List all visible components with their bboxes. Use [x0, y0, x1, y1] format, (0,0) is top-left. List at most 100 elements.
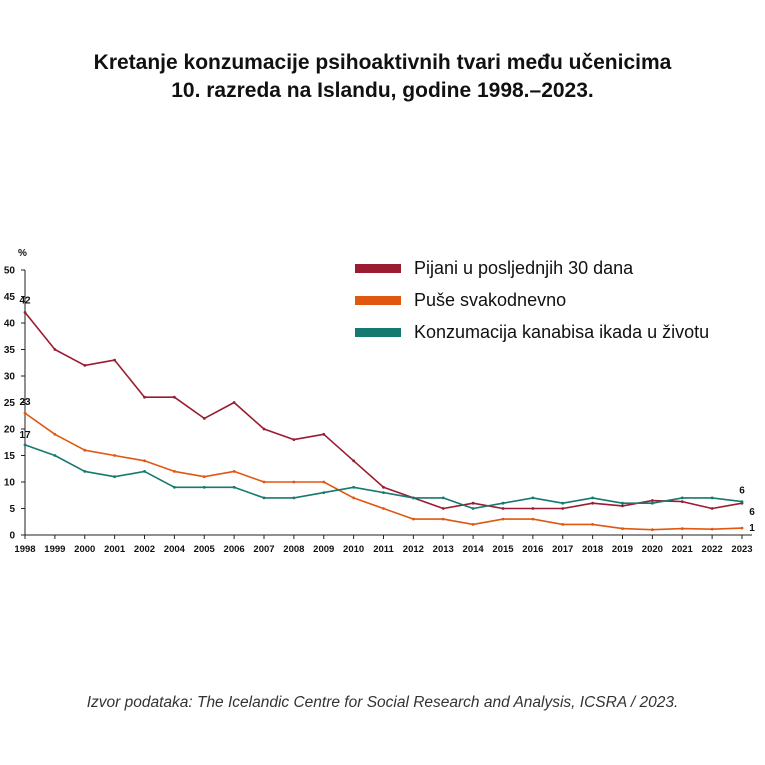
data-point-2	[531, 496, 535, 500]
x-tick-label: 2017	[552, 544, 573, 555]
data-source-note: Izvor podataka: The Icelandic Centre for…	[86, 694, 679, 711]
data-point-2	[143, 470, 146, 473]
y-tick-label: 45	[4, 292, 16, 303]
legend-item-drunk: Pijani u posljednjih 30 dana	[355, 252, 709, 284]
data-point-2	[710, 496, 714, 500]
x-tick-label: 1998	[14, 544, 35, 555]
data-point-0	[262, 427, 266, 431]
chart-title-line-1: Kretanje konzumacije psihoaktivnih tvari…	[93, 51, 672, 74]
y-tick-label: 5	[9, 504, 15, 515]
data-point-2	[292, 496, 296, 500]
data-point-1	[232, 470, 236, 473]
x-tick-label: 2009	[313, 544, 334, 555]
data-point-2	[441, 496, 445, 500]
data-point-1	[501, 517, 505, 521]
data-point-2	[23, 443, 27, 447]
data-point-0	[322, 432, 326, 436]
data-point-2	[113, 475, 117, 479]
data-point-2	[471, 507, 475, 510]
data-point-2	[53, 454, 57, 457]
data-point-2	[621, 501, 624, 505]
data-point-2	[501, 501, 505, 505]
legend-item-smoking: Puše svakodnevno	[355, 284, 709, 316]
y-axis-unit-label: %	[18, 248, 27, 259]
data-point-2	[650, 501, 654, 505]
data-point-0	[441, 507, 445, 510]
data-point-0	[113, 358, 117, 362]
legend-item-cannabis: Konzumacija kanabisa ikada u životu	[355, 316, 709, 348]
data-point-0	[232, 401, 236, 404]
data-point-0	[352, 459, 356, 463]
data-point-2	[591, 496, 595, 500]
x-tick-label: 2005	[194, 544, 216, 555]
x-tick-label: 2020	[642, 544, 663, 555]
data-point-2	[202, 485, 206, 489]
x-tick-label: 2019	[612, 544, 633, 555]
data-point-0	[650, 499, 654, 502]
data-point-0	[591, 501, 595, 505]
data-point-2	[172, 485, 176, 489]
data-point-1	[591, 523, 595, 526]
x-tick-label: 2012	[403, 544, 424, 555]
data-label-2: 17	[19, 430, 31, 441]
data-point-1	[740, 526, 744, 530]
y-tick-label: 15	[4, 451, 16, 462]
y-tick-label: 0	[9, 531, 15, 542]
legend-label-drunk: Pijani u posljednjih 30 dana	[414, 257, 634, 278]
y-tick-label: 10	[4, 478, 16, 489]
y-tick-label: 20	[4, 425, 16, 436]
x-tick-label: 2000	[74, 544, 95, 555]
data-point-0	[202, 417, 206, 420]
data-point-2	[352, 485, 356, 489]
x-tick-label: 2023	[731, 544, 752, 555]
x-tick-label: 2011	[373, 544, 394, 555]
data-point-1	[352, 496, 356, 500]
data-point-0	[471, 501, 475, 505]
data-point-1	[113, 454, 117, 457]
data-point-2	[262, 496, 266, 500]
x-tick-label: 2004	[164, 544, 186, 555]
chart-legend: Pijani u posljednjih 30 dana Puše svakod…	[355, 252, 709, 348]
x-tick-label: 2021	[672, 544, 694, 555]
x-tick-label: 2018	[582, 544, 603, 555]
data-point-1	[382, 507, 385, 510]
y-tick-label: 35	[4, 345, 16, 356]
x-tick-label: 2022	[702, 544, 723, 555]
data-point-2	[411, 496, 415, 500]
data-label-1: 1	[749, 523, 755, 534]
data-label-2: 6	[739, 486, 745, 497]
x-tick-label: 2007	[253, 544, 274, 555]
x-tick-label: 2016	[522, 544, 543, 555]
data-point-1	[202, 475, 206, 479]
legend-label-cannabis: Konzumacija kanabisa ikada u životu	[414, 321, 710, 342]
data-point-1	[172, 470, 176, 473]
x-tick-label: 2015	[492, 544, 514, 555]
chart-title-line-2: 10. razreda na Islandu, godine 1998.–202…	[171, 79, 594, 102]
legend-swatch-smoking	[355, 295, 401, 305]
data-label-0: 6	[749, 507, 755, 518]
data-point-2	[83, 470, 87, 473]
y-tick-label: 40	[4, 319, 16, 330]
data-point-0	[23, 311, 27, 314]
data-point-1	[621, 527, 624, 531]
data-point-0	[621, 504, 624, 508]
chart-title: Kretanje konzumacije psihoaktivnih tvari…	[0, 49, 765, 105]
data-point-2	[561, 501, 565, 505]
data-point-0	[710, 507, 714, 510]
x-tick-label: 2006	[224, 544, 245, 555]
data-point-1	[143, 459, 146, 463]
y-tick-label: 25	[4, 398, 16, 409]
data-point-1	[53, 432, 57, 436]
data-point-0	[382, 485, 385, 489]
x-tick-label: 1999	[44, 544, 65, 555]
data-point-1	[23, 411, 27, 415]
data-point-1	[441, 517, 445, 521]
legend-swatch-cannabis	[355, 327, 401, 337]
data-point-0	[561, 507, 565, 510]
y-tick-label: 30	[4, 372, 16, 383]
x-tick-label: 2002	[134, 544, 155, 555]
x-tick-label: 2001	[104, 544, 126, 555]
x-tick-label: 2010	[343, 544, 364, 555]
data-point-0	[292, 438, 296, 441]
y-tick-label: 50	[4, 266, 16, 277]
